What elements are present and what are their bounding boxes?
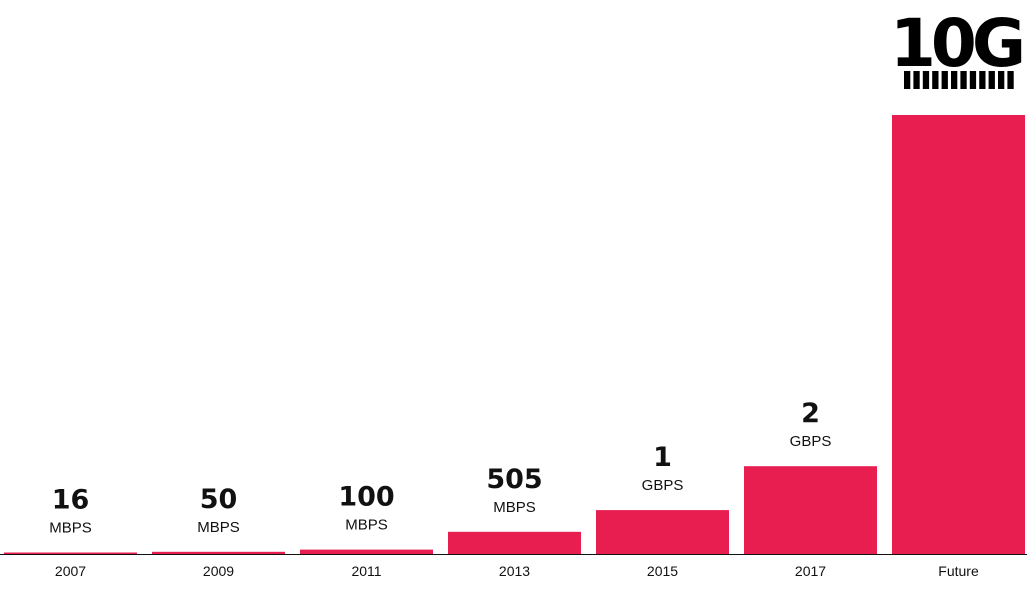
bar-2011 xyxy=(300,549,433,554)
x-tick-labels-group: 2007 2009 2011 2013 2015 2017 Future xyxy=(55,563,979,579)
logo-stripe xyxy=(998,71,1005,89)
data-label-unit: MBPS xyxy=(493,499,536,516)
x-tick-label: 2007 xyxy=(55,563,86,579)
data-label-unit: GBPS xyxy=(790,433,832,450)
bars-group xyxy=(4,115,1025,554)
data-label-value: 505 xyxy=(486,464,542,495)
data-label-value: 1 xyxy=(653,442,672,473)
logo-stripe xyxy=(932,71,939,89)
logo-stripe xyxy=(951,71,958,89)
logo-stripe xyxy=(904,71,911,89)
x-tick-label: 2009 xyxy=(203,563,234,579)
data-labels-group: 16 MBPS 50 MBPS 100 MBPS 505 MBPS 1 GBPS 2 GBPS xyxy=(49,398,831,536)
data-label-value: 2 xyxy=(801,398,820,429)
data-label-value: 50 xyxy=(200,484,238,515)
data-label-value: 16 xyxy=(52,485,90,516)
x-tick-label: 2011 xyxy=(351,563,381,579)
logo-text: 10G xyxy=(890,5,1022,82)
bar-2009 xyxy=(152,551,285,554)
bar-2017 xyxy=(744,466,877,554)
bar-future xyxy=(892,115,1025,554)
logo-stripe xyxy=(988,71,995,89)
x-tick-label: 2013 xyxy=(499,563,530,579)
data-label-value: 100 xyxy=(338,482,394,513)
data-label-unit: MBPS xyxy=(345,517,388,534)
data-label-unit: MBPS xyxy=(197,519,240,536)
logo-stripe xyxy=(922,71,930,89)
logo-10g: 10G xyxy=(890,5,1027,89)
bar-2015 xyxy=(596,510,729,554)
logo-stripe xyxy=(969,71,977,89)
bar-2007 xyxy=(4,552,137,554)
x-tick-label: Future xyxy=(938,563,979,579)
logo-stripes xyxy=(904,71,1014,89)
logo-stripe xyxy=(1007,71,1014,89)
logo-stripe xyxy=(960,71,967,89)
x-tick-label: 2015 xyxy=(647,563,678,579)
data-label-unit: MBPS xyxy=(49,520,92,537)
logo-stripe xyxy=(979,71,986,89)
data-label-unit: GBPS xyxy=(642,477,684,494)
x-tick-label: 2017 xyxy=(795,563,826,579)
bar-2013 xyxy=(448,531,581,554)
logo-stripe xyxy=(941,71,948,89)
logo-stripe xyxy=(913,71,920,89)
